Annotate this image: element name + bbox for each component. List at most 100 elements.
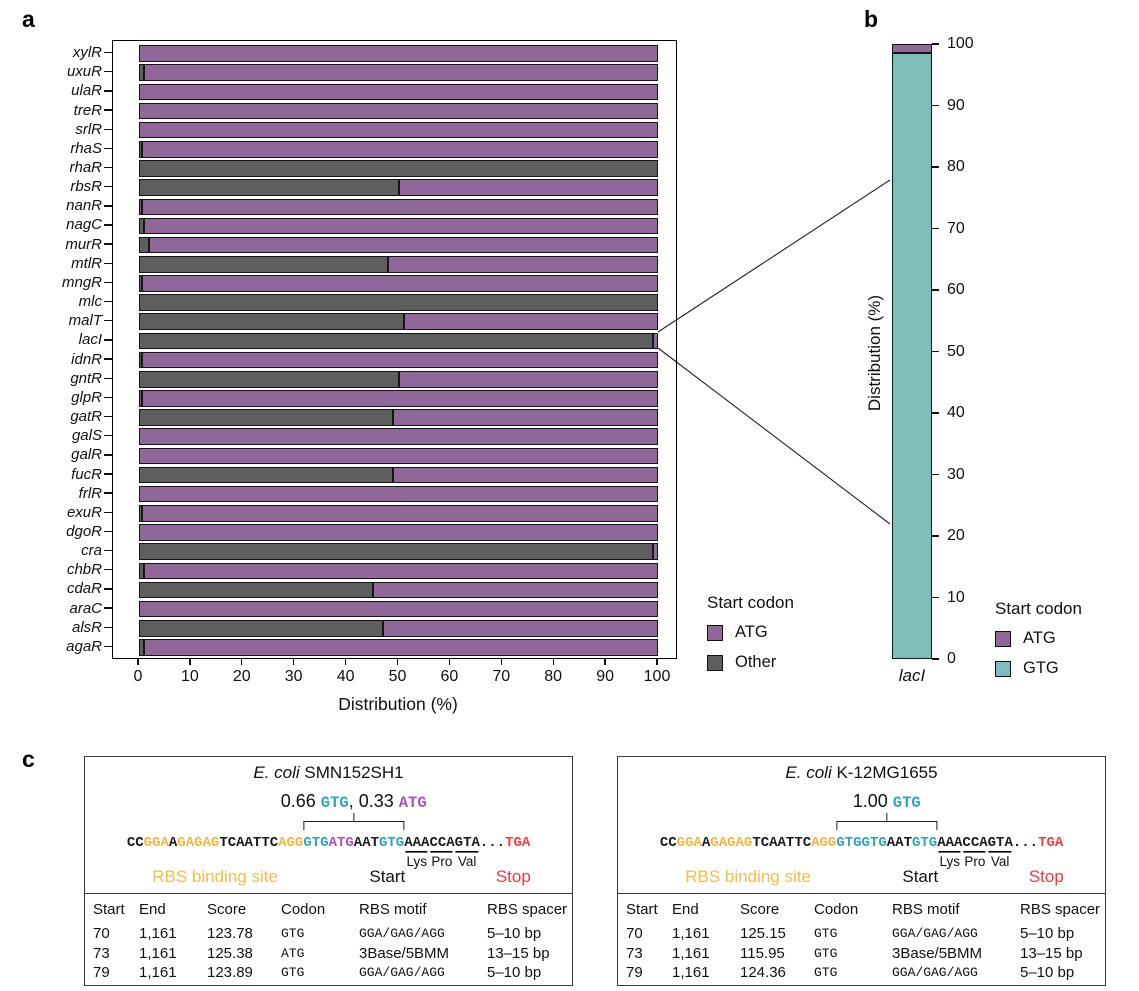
gene-label-mngR: mngR [61, 273, 102, 291]
legend-a-label-Other: Other [735, 653, 777, 671]
table-cell-smn152sh1-r0-c5: 5–10 bp [487, 925, 542, 942]
freq-segment-k12mg1655-1: GTG [892, 794, 921, 812]
start-region-bracket-smn152sh1 [303, 821, 405, 830]
table-header-k12mg1655-end: End [672, 901, 699, 918]
x-tick-label-70: 70 [492, 668, 511, 685]
x-tick-label-30: 30 [284, 668, 303, 685]
amino-acid-label-k12mg1655-Pro: Pro [964, 854, 986, 869]
strain-title-smn152sh1: E. coli SMN152SH1 [85, 763, 572, 783]
gene-tick-rhaR [104, 166, 112, 169]
table-cell-smn152sh1-r0-c3: GTG [281, 926, 305, 941]
x-tick-label-20: 20 [232, 668, 251, 685]
table-header-k12mg1655-rbs-motif: RBS motif [892, 901, 960, 918]
gene-label-nagC: nagC [66, 216, 102, 234]
legend-a-label-ATG: ATG [735, 623, 768, 641]
table-cell-smn152sh1-r0-c1: 1,161 [139, 925, 177, 942]
zone-label-k12mg1655-rbs-binding-site: RBS binding site [685, 867, 811, 886]
gene-label-agaR: agaR [66, 637, 102, 655]
y-tick-label-10: 10 [947, 588, 965, 606]
x-tick-label-0: 0 [133, 668, 143, 685]
bar-segment-exuR-ATG [141, 505, 658, 522]
panel-b-legend-title: Start codon [995, 599, 1082, 618]
bracket-stem-k12mg1655 [885, 813, 888, 821]
x-tick-30 [293, 659, 295, 665]
gene-label-gntR: gntR [70, 369, 102, 387]
legend-b-label-GTG: GTG [1023, 659, 1059, 677]
table-header-k12mg1655-start: Start [626, 901, 658, 918]
start-codon-frequency-k12mg1655: 1.00 GTG [853, 791, 921, 813]
seq-segment-smn152sh1-2: A [168, 835, 178, 851]
y-tick-100 [932, 43, 939, 45]
gene-label-galR: galR [71, 446, 102, 464]
panel-a-legend-items: ATG Other [707, 623, 794, 672]
gene-tick-glpR [104, 396, 112, 399]
gene-label-alsR: alsR [71, 618, 102, 636]
y-tick-50 [932, 350, 939, 353]
bar-segment-srlR-ATG [139, 121, 658, 139]
panel-a-legend-title: Start codon [707, 593, 794, 612]
bar-segment-uxuR-ATG [144, 64, 658, 81]
panel-c-box-k12mg1655: E. coli K-12MG1655 1.00 GTG CCGGAAGAGAGTCA… [617, 756, 1106, 986]
gene-tick-agaR [104, 645, 112, 648]
panel-a-legend: Start codon ATG Other [707, 593, 794, 683]
freq-segment-smn152sh1-0: 0.66 [280, 791, 321, 811]
gene-tick-frlR [104, 492, 112, 494]
connector-line-top [657, 179, 891, 333]
seq-segment-k12mg1655-0: CC [659, 835, 677, 851]
seq-segment-smn152sh1-11: CCA [429, 835, 455, 853]
panel-b-segment-GTG [892, 53, 932, 659]
panel-c-box-smn152sh1: E. coli SMN152SH1 0.66 GTG, 0.33 ATG CCGGA… [84, 756, 573, 986]
x-tick-40 [344, 659, 347, 665]
seq-segment-k12mg1655-8: GTG [911, 835, 938, 851]
gene-tick-srlR [104, 128, 112, 130]
gene-tick-lacI [104, 339, 112, 341]
gene-label-fucR: fucR [71, 465, 102, 483]
bar-segment-mlc-Other [139, 294, 658, 311]
gene-tick-alsR [104, 626, 112, 628]
gene-label-ulaR: ulaR [71, 82, 102, 100]
bar-segment-fucR-Other [139, 466, 394, 484]
y-tick-label-80: 80 [947, 158, 965, 175]
bar-segment-cdaR-ATG [372, 581, 658, 599]
connector-line-bottom [657, 347, 891, 525]
x-tick-label-100: 100 [643, 668, 671, 685]
x-tick-label-60: 60 [440, 668, 459, 685]
seq-segment-smn152sh1-13: ... [479, 835, 506, 851]
x-tick-70 [500, 659, 502, 665]
gene-label-srlR: srlR [75, 120, 102, 138]
table-header-smn152sh1-codon: Codon [281, 901, 326, 918]
bar-segment-uxuR-Other [139, 64, 145, 81]
seq-segment-smn152sh1-14: TGA [505, 835, 531, 851]
zone-label-smn152sh1-start: Start [369, 867, 406, 886]
panel-a-plot-box [112, 40, 677, 659]
gene-label-malT: malT [68, 312, 102, 330]
gene-label-lacI: lacI [78, 331, 102, 349]
gene-tick-galS [104, 435, 112, 437]
bar-segment-nanR-ATG [141, 198, 658, 216]
bar-segment-cra-ATG [652, 543, 658, 560]
freq-segment-smn152sh1-2: , 0.33 [348, 791, 399, 811]
table-cell-smn152sh1-r2-c3: GTG [281, 965, 305, 980]
y-tick-70 [932, 227, 939, 230]
gene-label-frlR: frlR [78, 484, 102, 502]
gene-tick-murR [104, 243, 112, 245]
dna-sequence-k12mg1655: CCGGAAGAGAGTCAATTCAGGGTGGTGAATGTGAAACCAG… [659, 835, 1064, 853]
table-header-smn152sh1-score: Score [207, 901, 247, 918]
y-tick-label-90: 90 [947, 96, 965, 114]
bar-segment-fucR-ATG [393, 466, 658, 484]
gene-tick-mlc [104, 300, 112, 303]
gene-tick-uxuR [104, 71, 112, 73]
legend-a-swatch-Other [707, 654, 723, 671]
x-tick-80 [552, 659, 554, 665]
gene-label-cra: cra [81, 542, 102, 560]
seq-segment-k12mg1655-11: GTA [987, 835, 1013, 853]
table-cell-k12mg1655-r2-c5: 5–10 bp [1020, 964, 1075, 981]
seq-segment-k12mg1655-13: TGA [1038, 835, 1064, 851]
panel-b-letter: b [864, 6, 879, 32]
seq-segment-k12mg1655-2: A [701, 835, 711, 851]
gene-label-gatR: gatR [70, 408, 102, 426]
start-codon-frequency-smn152sh1: 0.66 GTG, 0.33 ATG [281, 791, 427, 813]
table-cell-smn152sh1-r2-c1: 1,161 [139, 964, 177, 981]
table-cell-smn152sh1-r1-c1: 1,161 [139, 944, 177, 962]
